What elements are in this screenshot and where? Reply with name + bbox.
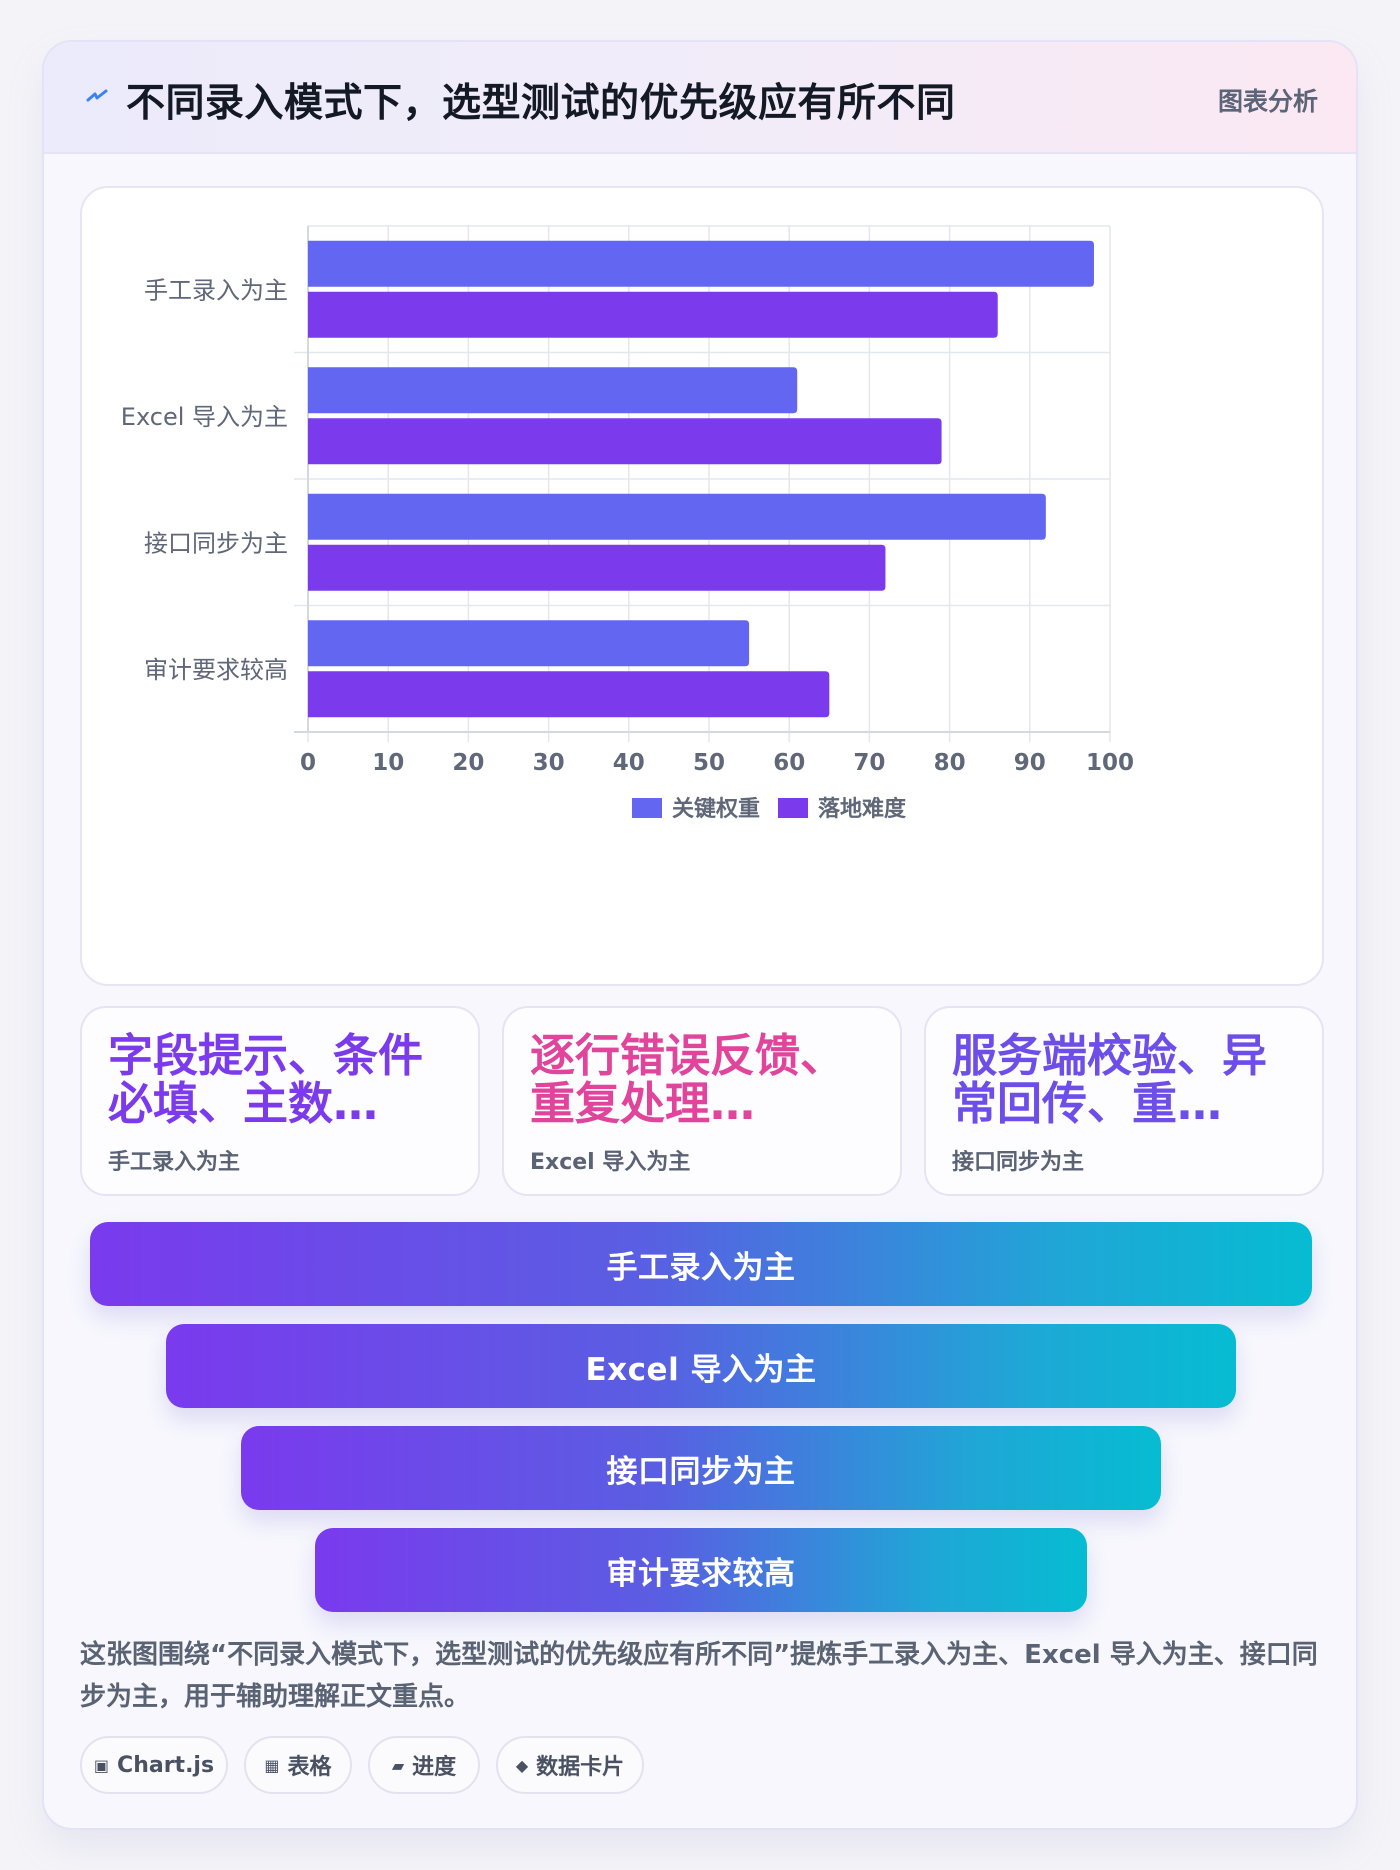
x-tick-label: 50: [693, 750, 725, 776]
bar: [308, 291, 998, 338]
bar: [308, 544, 886, 591]
x-tick-label: 40: [613, 750, 645, 776]
bar: [308, 418, 942, 465]
legend-swatch: [778, 798, 808, 818]
stat-label: 接口同步为主: [952, 1150, 1085, 1175]
chart-panel: 0 10 20 30 40 50 60 70 80 90 100 手工录入为主 Excel 导入为主接口…: [80, 186, 1324, 986]
stat-card: 服务端校验、异常回传、重… 接口同步为主: [924, 1006, 1324, 1196]
page-title: 不同录入模式下，选型测试的优先级应有所不同: [126, 81, 956, 126]
funnel-stage: 审计要求较高: [315, 1528, 1087, 1612]
card-header: 不同录入模式下，选型测试的优先级应有所不同 图表分析: [44, 42, 1356, 154]
progress-icon: ▰: [391, 1755, 405, 1775]
chip-progress[interactable]: ▰ 进度: [368, 1736, 480, 1794]
bar: [308, 240, 1094, 287]
chip-chartjs[interactable]: ▣ Chart.js: [80, 1736, 228, 1794]
x-tick-label: 60: [773, 750, 805, 776]
legend-label: 关键权重: [672, 796, 760, 822]
x-tick-label: 20: [452, 750, 484, 776]
funnel-stage: 手工录入为主: [90, 1222, 1312, 1306]
funnel-stage: 接口同步为主: [241, 1426, 1161, 1510]
legend-label: 落地难度: [818, 796, 907, 822]
report-card: 不同录入模式下，选型测试的优先级应有所不同 图表分析 0 10 20 30 40 50 60…: [42, 40, 1358, 1830]
chip-label: 进度: [412, 1755, 457, 1780]
header-tag: 图表分析: [1217, 87, 1318, 116]
bar: [308, 367, 798, 414]
chart-description: 这张图围绕“不同录入模式下，选型测试的优先级应有所不同”提炼手工录入为主、Exc…: [80, 1640, 1318, 1712]
x-tick-label: 80: [934, 750, 966, 776]
x-tick-label: 70: [853, 750, 885, 776]
funnel-stage: Excel 导入为主: [166, 1324, 1236, 1408]
bar-chart: 0 10 20 30 40 50 60 70 80 90 100 手工录入为主 Excel 导入为主接口…: [121, 225, 1134, 822]
chip-table[interactable]: ▦ 表格: [244, 1736, 352, 1794]
table-icon: ▦: [264, 1755, 280, 1775]
chip-label: 表格: [287, 1755, 332, 1780]
bar: [308, 671, 830, 718]
x-tick-label: 30: [533, 750, 565, 776]
stat-card: 字段提示、条件必填、主数… 手工录入为主: [80, 1006, 480, 1196]
y-tick-label: Excel 导入为主: [121, 403, 288, 431]
x-tick-label: 90: [1014, 750, 1046, 776]
stat-value: 逐行错误反馈、重复处理…: [530, 1032, 846, 1128]
bar: [308, 620, 750, 667]
stat-value: 字段提示、条件必填、主数…: [108, 1032, 424, 1128]
chip-label: 数据卡片: [536, 1755, 625, 1780]
chip-data-card[interactable]: ◆ 数据卡片: [496, 1736, 644, 1794]
x-tick-label: 100: [1086, 750, 1134, 776]
chart-icon: ▣: [93, 1755, 110, 1775]
diamond-icon: ◆: [515, 1755, 529, 1775]
x-tick-label: 10: [372, 750, 404, 776]
stat-card: 逐行错误反馈、重复处理… Excel 导入为主: [502, 1006, 902, 1196]
chip-label: Chart.js: [117, 1752, 215, 1778]
x-tick-label: 0: [300, 750, 316, 776]
stat-label: Excel 导入为主: [530, 1150, 691, 1175]
bar: [308, 493, 1046, 540]
y-tick-label: 手工录入为主: [144, 276, 288, 304]
stat-label: 手工录入为主: [108, 1150, 241, 1175]
lightning-icon: [86, 89, 108, 102]
y-tick-label: 接口同步为主: [144, 529, 288, 557]
stat-value: 服务端校验、异常回传、重…: [952, 1032, 1268, 1128]
y-tick-label: 审计要求较高: [144, 656, 288, 684]
legend-swatch: [632, 798, 662, 818]
